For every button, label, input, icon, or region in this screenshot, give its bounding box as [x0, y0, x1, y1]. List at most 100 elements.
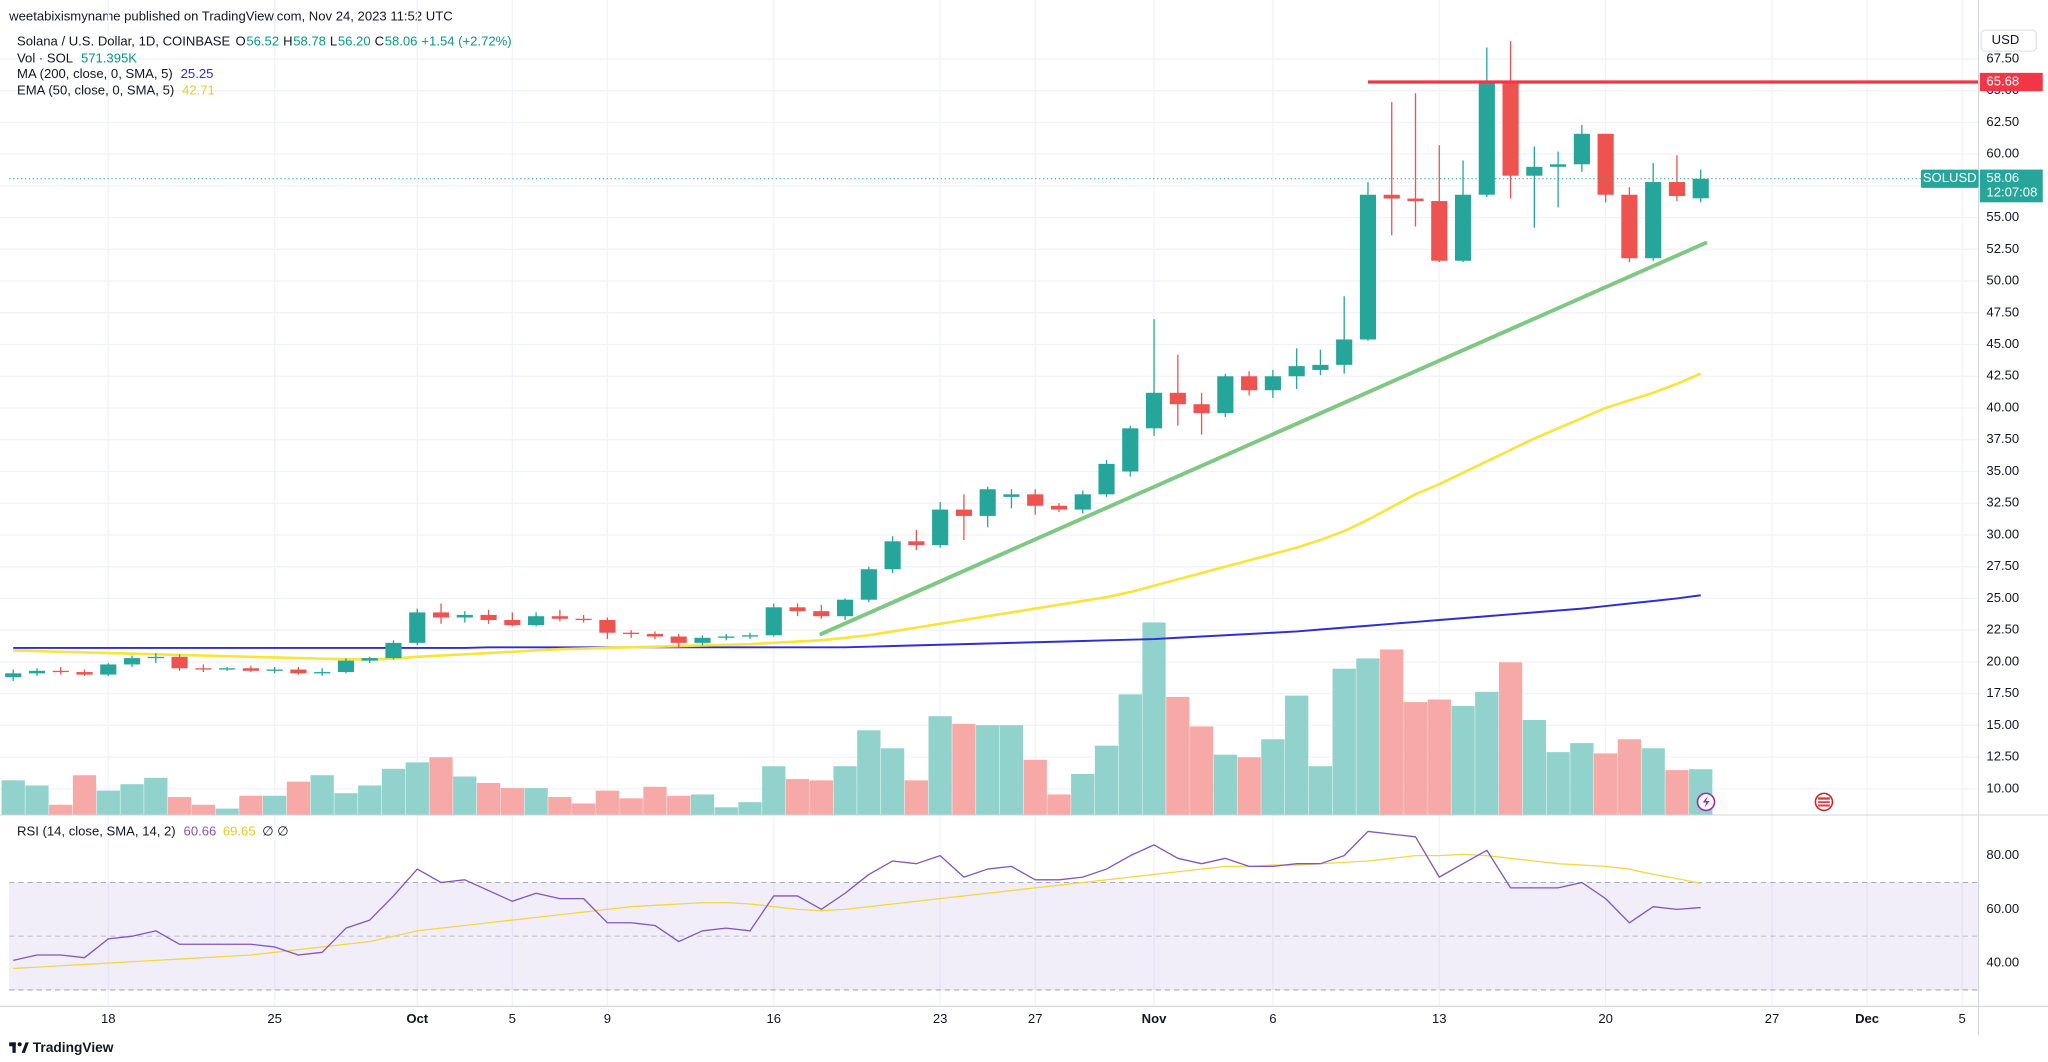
volume-bar [1593, 753, 1618, 816]
volume-bar [952, 723, 976, 816]
volume-bar [1617, 739, 1642, 816]
candle-body [1573, 133, 1590, 165]
legend-value: 42.71 [182, 83, 215, 98]
volume-bar [1332, 668, 1356, 816]
rsi-sma-line [13, 853, 1701, 970]
candle-body [979, 489, 996, 516]
y-tick-label: 32.50 [1986, 495, 2019, 510]
volume-bar [619, 798, 643, 816]
legend-change: +1.54 (+2.72%) [421, 33, 511, 48]
candle-body [1003, 494, 1020, 497]
volume-bar [928, 716, 952, 816]
legend-value: 60.66 [184, 823, 217, 838]
volume-bar [738, 802, 762, 816]
volume-bar [25, 785, 49, 816]
volume-bar [976, 725, 1000, 816]
ohlc-value: 56.20 [338, 33, 371, 48]
volume-bar [1023, 759, 1047, 816]
x-tick-label: 9 [604, 1011, 611, 1026]
candle-body [147, 656, 164, 659]
volume-bar [358, 785, 382, 816]
ohlc-value: 58.78 [293, 33, 326, 48]
volume-bar [1380, 649, 1404, 816]
volume-bar [144, 777, 168, 816]
x-tick-label: 23 [933, 1011, 948, 1026]
candle-body [1217, 376, 1234, 414]
volume-bar [1665, 770, 1689, 816]
volume-bar [310, 775, 334, 816]
volume-bar [405, 762, 429, 816]
volume-bar [1570, 743, 1594, 816]
candle-body [1478, 81, 1495, 195]
candle-body [1050, 505, 1068, 510]
x-tick-label: 5 [509, 1011, 516, 1026]
volume-bar [286, 781, 311, 816]
volume-bar [690, 794, 715, 816]
candle-body [242, 668, 259, 671]
volume-bar [1308, 766, 1333, 816]
footer-brand: TradingView [33, 1040, 114, 1055]
candle-body [1264, 376, 1281, 391]
volume-bar [1166, 696, 1190, 816]
volume-bar [1189, 726, 1214, 816]
candle-body [456, 614, 473, 618]
volume-bar [785, 779, 810, 816]
volume-bar [49, 804, 73, 816]
logo-part [12, 1042, 16, 1053]
volume-bar [857, 730, 881, 816]
volume-bar [1546, 752, 1570, 816]
volume-bar [1427, 699, 1451, 816]
candle-body [1288, 366, 1305, 377]
x-tick-label: 27 [1028, 1011, 1043, 1026]
volume-bar [1142, 622, 1166, 816]
event-icons [1696, 792, 1834, 812]
y-tick-label: 42.50 [1986, 368, 2019, 383]
volume-bar [1094, 745, 1119, 816]
legend-name: RSI (14, close, SMA, 14, 2) [17, 823, 176, 838]
volume-bar [1, 780, 25, 816]
lightning-icon [1702, 796, 1710, 808]
candle-body [765, 607, 782, 636]
volume-bar [120, 784, 144, 816]
logo-part [21, 1042, 29, 1053]
candle-body [1645, 182, 1662, 259]
volume-bar [904, 780, 929, 816]
candle-body [623, 632, 640, 635]
legend-value: 571.395K [81, 50, 137, 65]
legend-title: Solana / U.S. Dollar, 1D, COINBASE [17, 33, 230, 48]
y-tick-label: 52.50 [1986, 241, 2019, 256]
x-tick-label: 5 [1959, 1011, 1966, 1026]
candle-body [1027, 494, 1044, 506]
x-tick-label: 16 [766, 1011, 781, 1026]
candle-body [1407, 198, 1424, 202]
volume-bar [500, 788, 524, 816]
volume-bar [880, 748, 905, 816]
ohlc-label: H [283, 33, 292, 48]
y-tick-label: 40.00 [1986, 399, 2019, 414]
candle-body [480, 614, 497, 621]
candle-body [670, 636, 687, 643]
candle-body [718, 636, 735, 638]
x-tick-label: 6 [1269, 1011, 1276, 1026]
candle-body [266, 669, 283, 671]
trend-line [819, 241, 1708, 636]
volume-bar [96, 790, 120, 816]
volume-bar [191, 804, 215, 816]
indicator-layer [13, 372, 1702, 970]
volume-bar [239, 795, 263, 816]
candle-body [789, 607, 806, 612]
y-tick-label: 22.50 [1986, 622, 2019, 637]
candle-body [314, 672, 331, 674]
legend-name: EMA (50, close, 0, SMA, 5) [17, 83, 174, 98]
candle-body [741, 635, 759, 637]
rsi-tick-label: 60.00 [1986, 901, 2019, 916]
y-tick-label: 47.50 [1986, 304, 2019, 319]
volume-bar [1475, 691, 1499, 816]
candle-body [575, 618, 592, 621]
last-price-bg [1979, 169, 2043, 203]
legend-extra: ∅ ∅ [262, 823, 288, 838]
candle-body [171, 656, 188, 669]
